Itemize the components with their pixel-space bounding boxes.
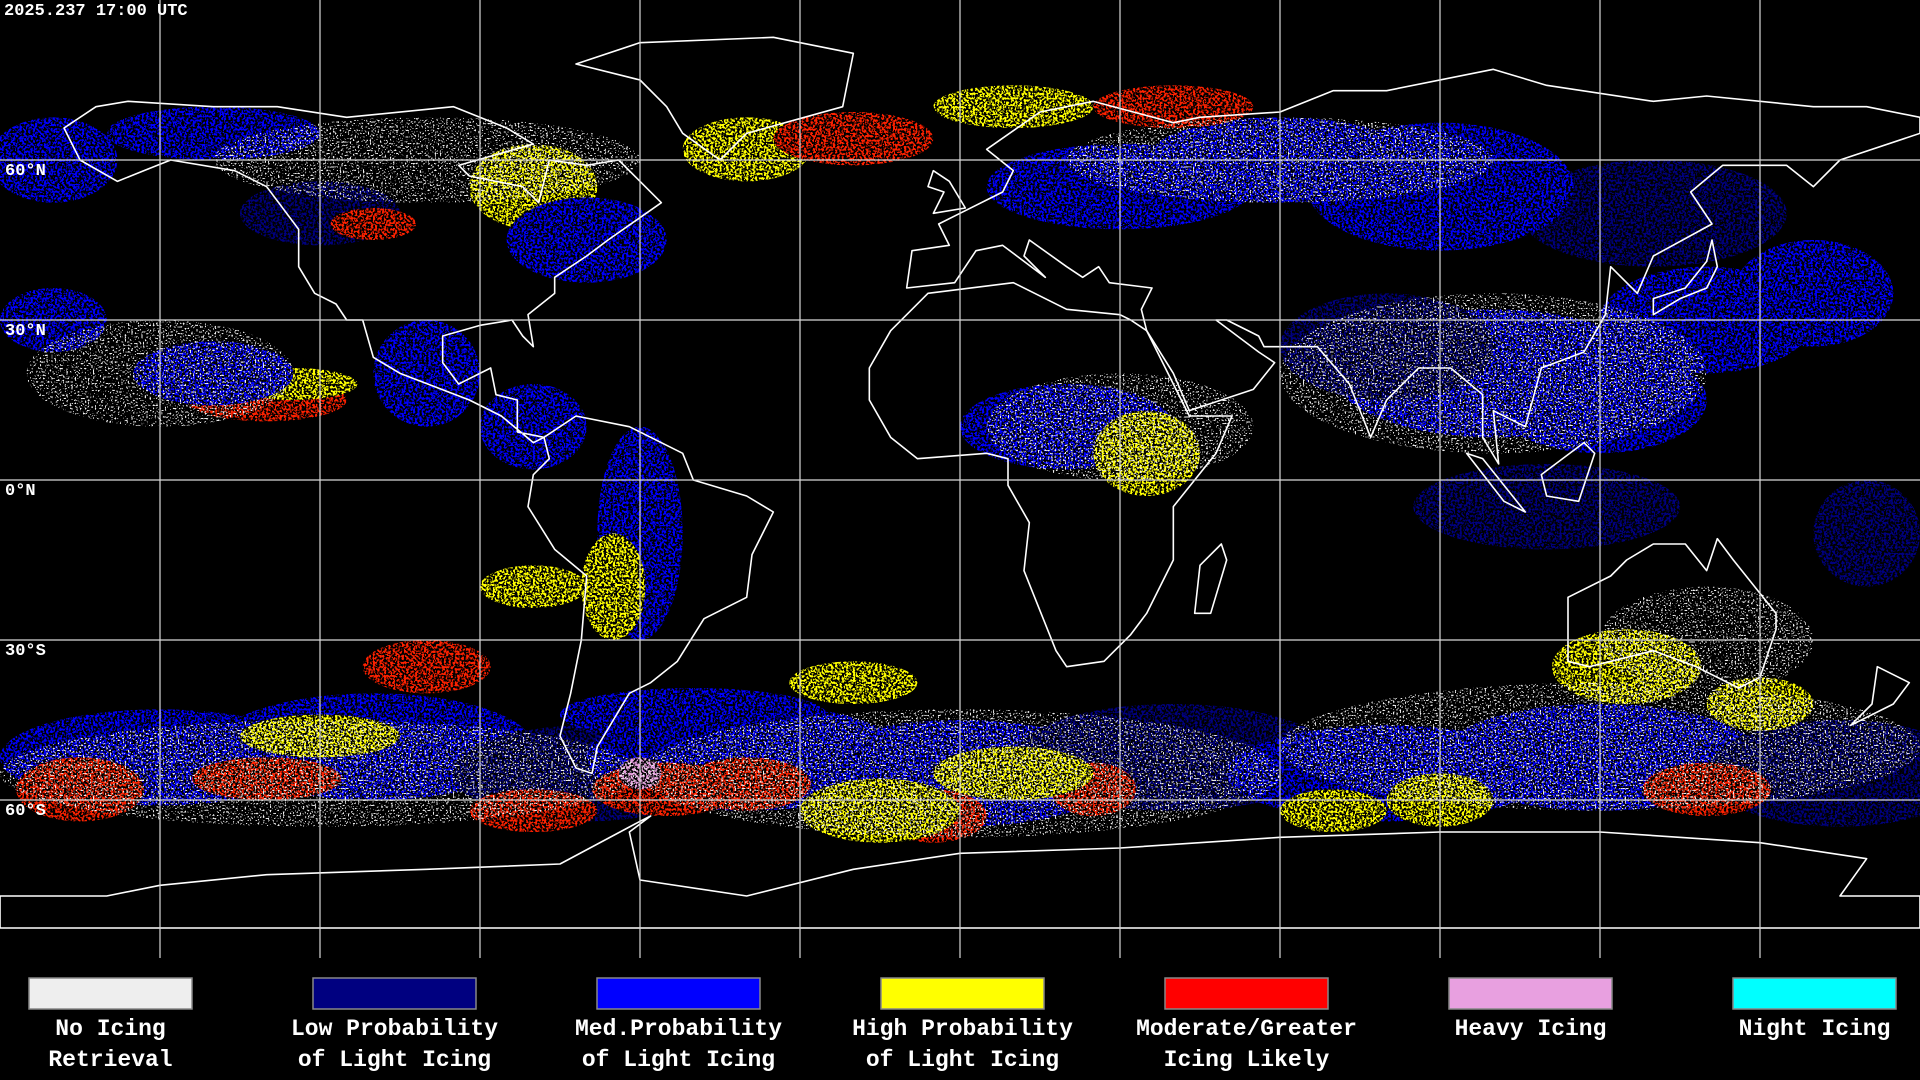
legend-label: of Light Icing xyxy=(582,1047,775,1073)
icing-patch xyxy=(1280,789,1387,833)
icing-patch xyxy=(479,565,587,609)
legend-label: of Light Icing xyxy=(298,1047,491,1073)
legend-swatch xyxy=(1164,977,1329,1010)
legend-swatch xyxy=(1732,977,1897,1010)
icing-patch xyxy=(506,197,667,283)
icing-patch xyxy=(479,384,587,470)
legend-label: Moderate/Greater xyxy=(1136,1016,1357,1042)
legend-swatch xyxy=(1448,977,1613,1010)
icing-patch xyxy=(1733,240,1894,347)
icing-patch xyxy=(362,640,491,694)
icing-patch xyxy=(1813,479,1920,587)
timestamp: 2025.237 17:00 UTC xyxy=(4,2,188,21)
legend-label: Low Probability xyxy=(291,1016,498,1042)
madagascar xyxy=(1195,544,1227,613)
legend-label: Retrieval xyxy=(48,1047,172,1073)
japan xyxy=(1653,240,1717,315)
legend-label: Icing Likely xyxy=(1164,1047,1330,1073)
australia xyxy=(1568,539,1776,688)
latitude-label: 60°N xyxy=(5,162,46,181)
eurasia xyxy=(907,69,1920,464)
legend-label: No Icing xyxy=(55,1016,165,1042)
legend-label: Med.Probability xyxy=(575,1016,782,1042)
map-area xyxy=(0,0,1920,958)
new-zealand xyxy=(1851,667,1910,726)
icing-patch xyxy=(373,320,480,427)
graticule xyxy=(0,0,1920,958)
latitude-label: 30°S xyxy=(5,642,46,661)
icing-patch xyxy=(933,85,1094,128)
legend-swatch xyxy=(312,977,477,1010)
icing-patch xyxy=(773,112,934,166)
legend-label: Night Icing xyxy=(1739,1016,1891,1042)
legend-swatch xyxy=(880,977,1045,1010)
great-britain xyxy=(928,171,965,214)
latitude-label: 30°N xyxy=(5,322,46,341)
icing-patch xyxy=(330,208,417,240)
icing-patch xyxy=(1093,85,1254,128)
latitude-label: 0°N xyxy=(5,482,36,501)
icing-patch xyxy=(1413,464,1680,550)
icing-patch xyxy=(789,661,918,705)
icing-patch xyxy=(581,533,646,641)
north-america xyxy=(64,101,661,442)
legend-label: Heavy Icing xyxy=(1455,1016,1607,1042)
africa xyxy=(869,283,1232,667)
south-america xyxy=(528,416,773,773)
sumatra xyxy=(1467,453,1526,512)
latitude-label: 60°S xyxy=(5,802,46,821)
legend: No Icing Retrieval Low Probability of Light… xyxy=(28,977,1897,1073)
borneo xyxy=(1541,443,1594,502)
no-retrieval-patch xyxy=(1280,293,1707,454)
legend-swatch xyxy=(596,977,761,1010)
icing-patch xyxy=(1520,160,1787,267)
latitude-labels: 60°N 30°N 0°N 30°S 60°S xyxy=(5,162,46,821)
legend-label: of Light Icing xyxy=(866,1047,1059,1073)
legend-swatch xyxy=(28,977,193,1010)
legend-label: High Probability xyxy=(852,1016,1073,1042)
